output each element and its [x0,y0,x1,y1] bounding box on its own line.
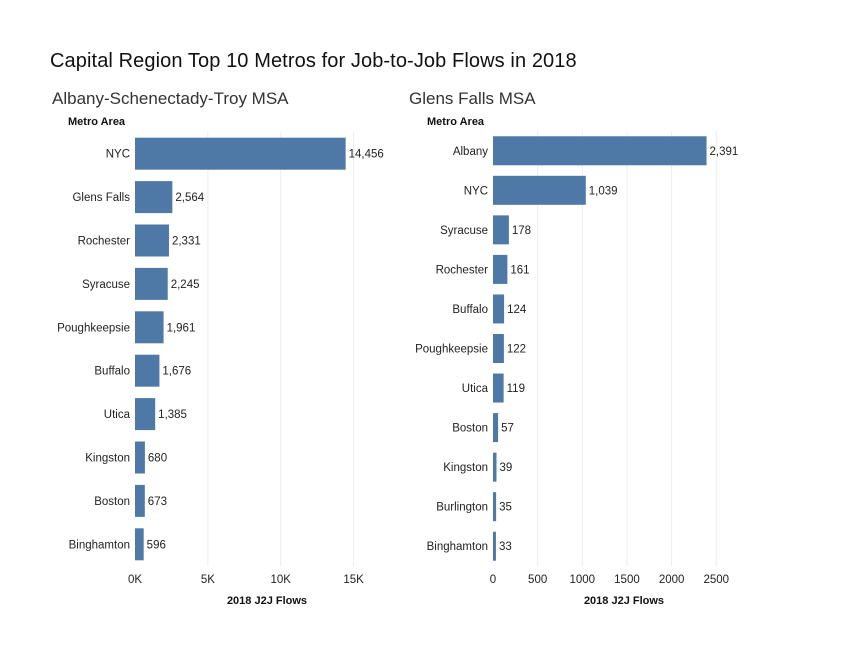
right-value-label: 2,391 [710,146,739,158]
right-value-label: 35 [499,502,512,514]
right-x-axis-title: 2018 J2J Flows [584,595,664,607]
left-bar [135,528,144,561]
right-value-label: 124 [507,304,527,316]
right-x-tick-label: 2000 [659,574,685,586]
right-x-tick-label: 1000 [570,574,596,586]
right-axis-header: Metro Area [427,116,485,128]
right-bar [493,136,707,166]
right-value-label: 178 [512,225,531,237]
left-bar [135,224,169,257]
left-value-label: 1,676 [162,366,191,378]
left-category-label: Kingston [85,453,130,465]
right-bar [493,373,504,403]
right-value-label: 122 [507,344,526,356]
right-bar [493,294,505,324]
right-category-label: Binghamton [427,541,488,553]
right-bar [493,531,496,561]
right-x-tick-label: 1500 [614,574,640,586]
left-x-axis-title: 2018 J2J Flows [227,595,307,607]
right-category-label: Poughkeepsie [415,344,488,356]
right-bar [493,215,509,245]
right-category-label: NYC [464,185,488,197]
right-panel-title: Glens Falls MSA [409,89,536,108]
left-value-label: 1,961 [167,322,196,334]
left-value-label: 2,564 [175,192,204,204]
right-bar [493,175,586,205]
left-value-label: 673 [148,496,167,508]
left-category-label: Rochester [78,236,131,248]
right-x-tick-label: 500 [528,574,547,586]
right-bar [493,334,504,363]
left-axis-header: Metro Area [68,116,126,128]
right-category-label: Burlington [436,502,488,514]
left-category-label: Utica [104,409,131,421]
left-bar [135,137,346,170]
left-category-label: Poughkeepsie [57,322,130,334]
left-bar [135,441,145,474]
left-x-tick-label: 15K [343,574,364,586]
right-bar [493,413,499,443]
left-bar [135,484,145,517]
right-category-label: Albany [453,146,488,158]
right-category-label: Buffalo [452,304,488,316]
right-bar [493,452,497,482]
left-x-tick-label: 10K [270,574,291,586]
left-bar [135,267,168,300]
left-bar [135,311,164,344]
right-category-label: Kingston [443,462,488,474]
right-value-label: 57 [501,423,514,435]
left-value-label: 2,245 [171,279,200,291]
right-value-label: 39 [499,462,512,474]
right-value-label: 161 [510,264,529,276]
left-bar [135,181,173,214]
left-bar [135,398,156,431]
left-bar [135,354,160,387]
right-value-label: 119 [507,383,525,395]
right-value-label: 1,039 [589,185,618,197]
left-category-label: Syracuse [82,279,130,291]
right-bar [493,254,508,284]
left-panel-title: Albany-Schenectady-Troy MSA [52,89,289,108]
left-category-label: Boston [94,496,130,508]
left-value-label: 1,385 [158,409,187,421]
right-bar [493,492,497,522]
left-category-label: Glens Falls [72,192,130,204]
right-category-label: Utica [462,383,489,395]
left-x-tick-label: 5K [201,574,215,586]
left-category-label: NYC [106,149,130,161]
left-value-label: 2,331 [172,236,201,248]
right-x-tick-label: 2500 [703,574,729,586]
left-value-label: 14,456 [349,149,384,161]
right-category-label: Syracuse [440,225,488,237]
left-value-label: 680 [148,453,167,465]
left-category-label: Buffalo [94,366,130,378]
right-x-tick-label: 0 [490,574,496,586]
left-x-tick-label: 0K [128,574,142,586]
left-value-label: 596 [147,539,166,551]
right-category-label: Boston [452,423,488,435]
left-category-label: Binghamton [69,539,130,551]
chart-title: Capital Region Top 10 Metros for Job-to-… [50,50,577,72]
right-category-label: Rochester [436,264,489,276]
right-value-label: 33 [499,541,512,553]
